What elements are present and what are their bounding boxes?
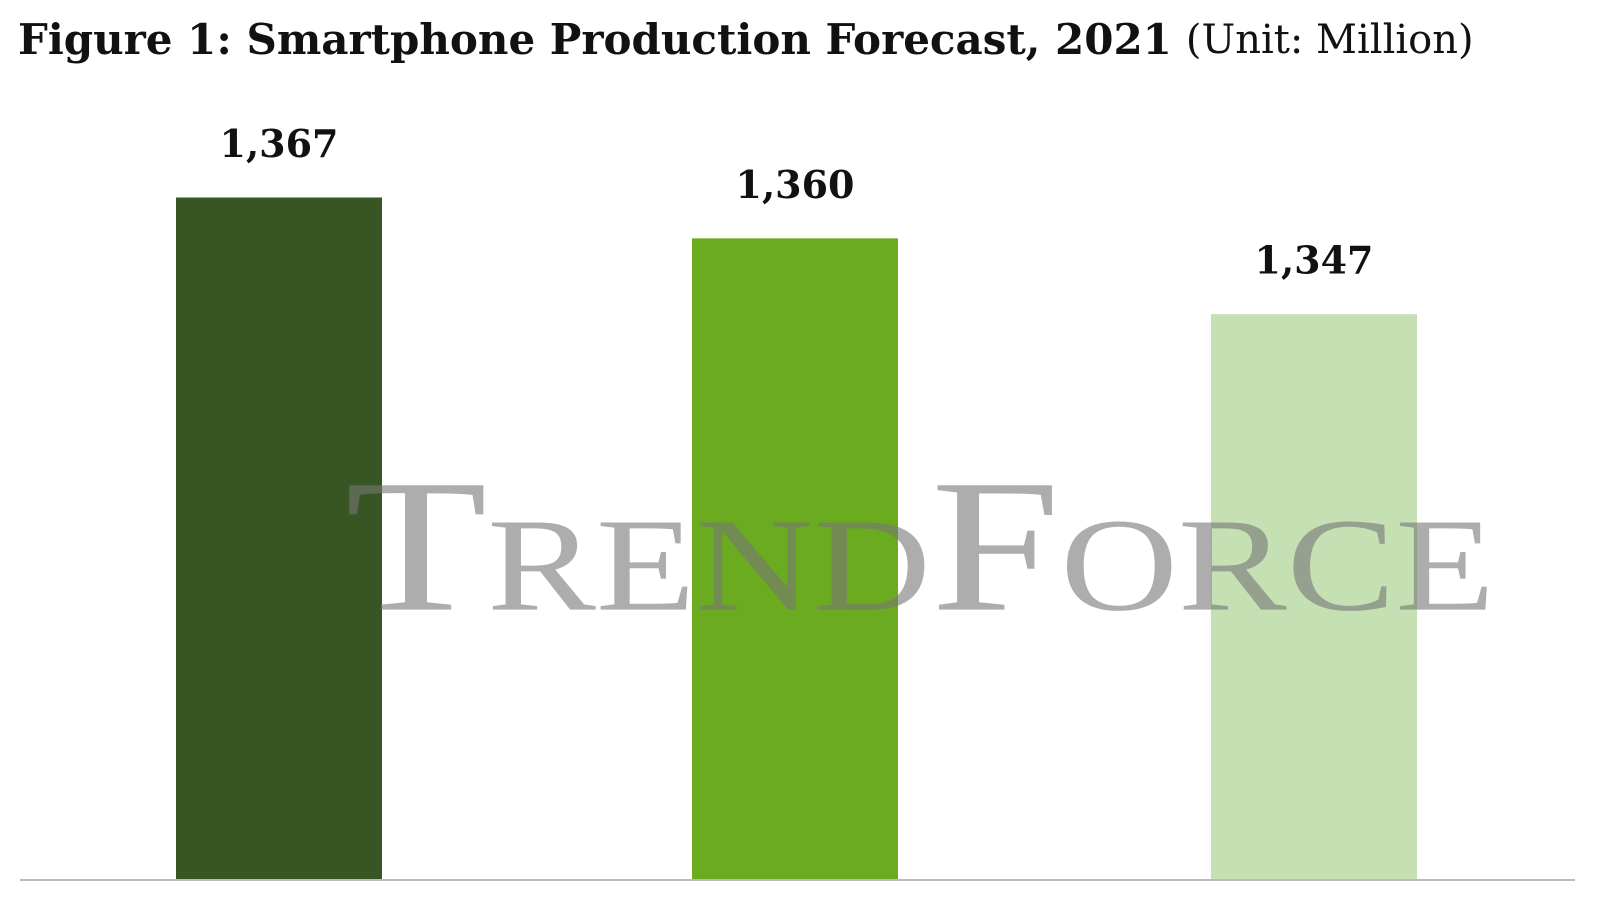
title-main: Figure 1: Smartphone Production Forecast… [18, 15, 1172, 64]
bar [692, 238, 898, 881]
unit-note: (Unit: Million) [1186, 17, 1474, 63]
chart-title: Figure 1: Smartphone Production Forecast… [18, 15, 1474, 64]
value-label: 1,360 [736, 162, 855, 207]
value-label: 1,367 [220, 121, 339, 166]
bar [1211, 314, 1417, 881]
bar [176, 197, 382, 880]
value-label: 1,347 [1255, 238, 1374, 283]
watermark: TrendForce [345, 442, 1495, 652]
